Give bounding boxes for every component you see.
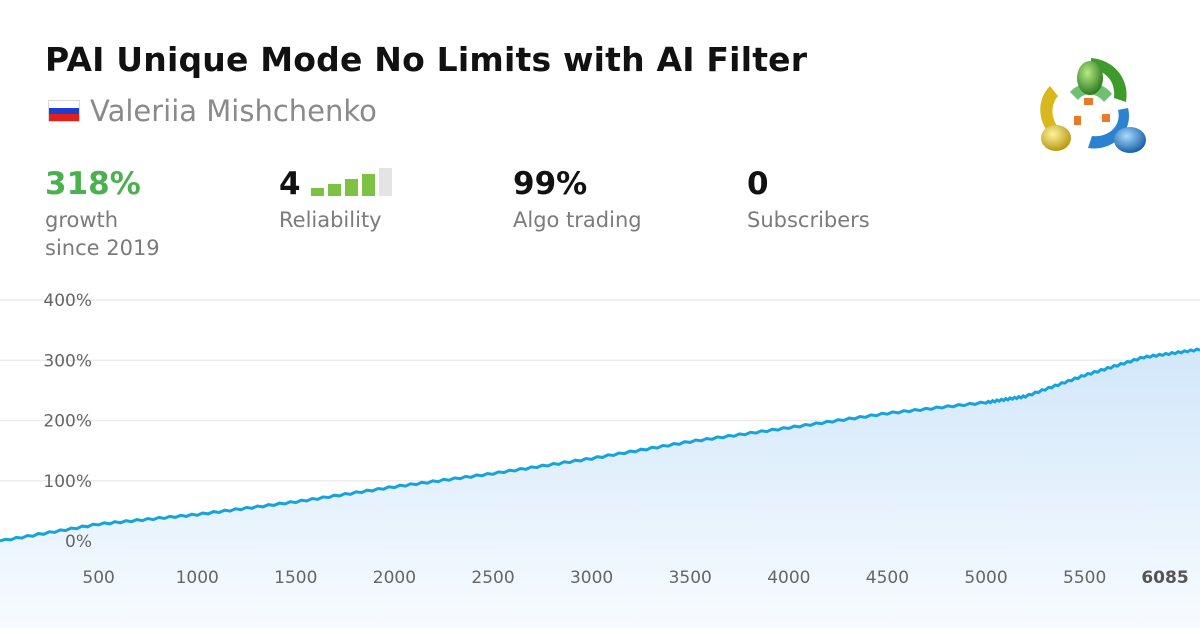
algo-label: Algo trading bbox=[513, 208, 642, 232]
y-axis-ticks: 0% 100% 200% 300% 400% bbox=[43, 291, 92, 552]
subscribers-value: 0 bbox=[747, 166, 769, 202]
x-tick-label: 5000 bbox=[964, 568, 1007, 588]
reliability-label: Reliability bbox=[279, 208, 382, 232]
growth-chart: 0% 100% 200% 300% 400% 500 1000 1500 2000 2500 30… bbox=[0, 291, 1200, 628]
y-tick-label: 100% bbox=[43, 472, 92, 492]
reliability-bar bbox=[344, 179, 358, 196]
metatrader-logo-icon bbox=[1040, 58, 1146, 153]
growth-area bbox=[0, 349, 1200, 628]
subscribers-label: Subscribers bbox=[747, 208, 870, 232]
page-title: PAI Unique Mode No Limits with AI Filter bbox=[45, 40, 808, 79]
x-tick-label: 4000 bbox=[767, 568, 810, 588]
author-name[interactable]: Valeriia Mishchenko bbox=[90, 94, 377, 128]
reliability-bar bbox=[378, 168, 392, 196]
algo-stat: 99% Algo trading bbox=[513, 162, 642, 234]
reliability-bars bbox=[310, 168, 396, 196]
growth-line bbox=[0, 347, 1200, 543]
y-tick-label: 300% bbox=[43, 351, 92, 371]
growth-label-line1: growth bbox=[45, 208, 119, 232]
x-tick-label: 4500 bbox=[866, 568, 909, 588]
reliability-bar bbox=[327, 184, 341, 196]
x-tick-label: 6085 bbox=[1141, 568, 1188, 588]
x-tick-label: 2000 bbox=[373, 568, 416, 588]
y-tick-label: 0% bbox=[65, 532, 92, 552]
algo-value: 99% bbox=[513, 166, 588, 202]
author-row: Valeriia Mishchenko bbox=[48, 94, 377, 128]
russia-flag-icon bbox=[48, 100, 80, 122]
x-tick-label: 3000 bbox=[570, 568, 613, 588]
reliability-value: 4 bbox=[279, 166, 301, 202]
x-tick-label: 5500 bbox=[1063, 568, 1106, 588]
growth-value: 318% bbox=[45, 166, 141, 202]
x-tick-label: 1500 bbox=[274, 568, 317, 588]
growth-label-line2: since 2019 bbox=[45, 236, 160, 260]
x-tick-label: 3500 bbox=[669, 568, 712, 588]
subscribers-stat: 0 Subscribers bbox=[747, 162, 870, 234]
x-tick-label: 2500 bbox=[471, 568, 514, 588]
growth-label: growth since 2019 bbox=[45, 206, 160, 262]
x-tick-label: 500 bbox=[82, 568, 114, 588]
reliability-bar bbox=[310, 188, 324, 196]
x-axis-ticks: 500 1000 1500 2000 2500 3000 3500 4000 4500 5000 5… bbox=[82, 568, 1188, 588]
reliability-value-row: 4 bbox=[279, 162, 396, 202]
y-tick-label: 400% bbox=[43, 291, 92, 311]
reliability-stat: 4 Reliability bbox=[279, 162, 396, 234]
x-tick-label: 1000 bbox=[176, 568, 219, 588]
y-tick-label: 200% bbox=[43, 412, 92, 432]
reliability-bar bbox=[361, 174, 375, 196]
growth-stat: 318% growth since 2019 bbox=[45, 162, 160, 262]
